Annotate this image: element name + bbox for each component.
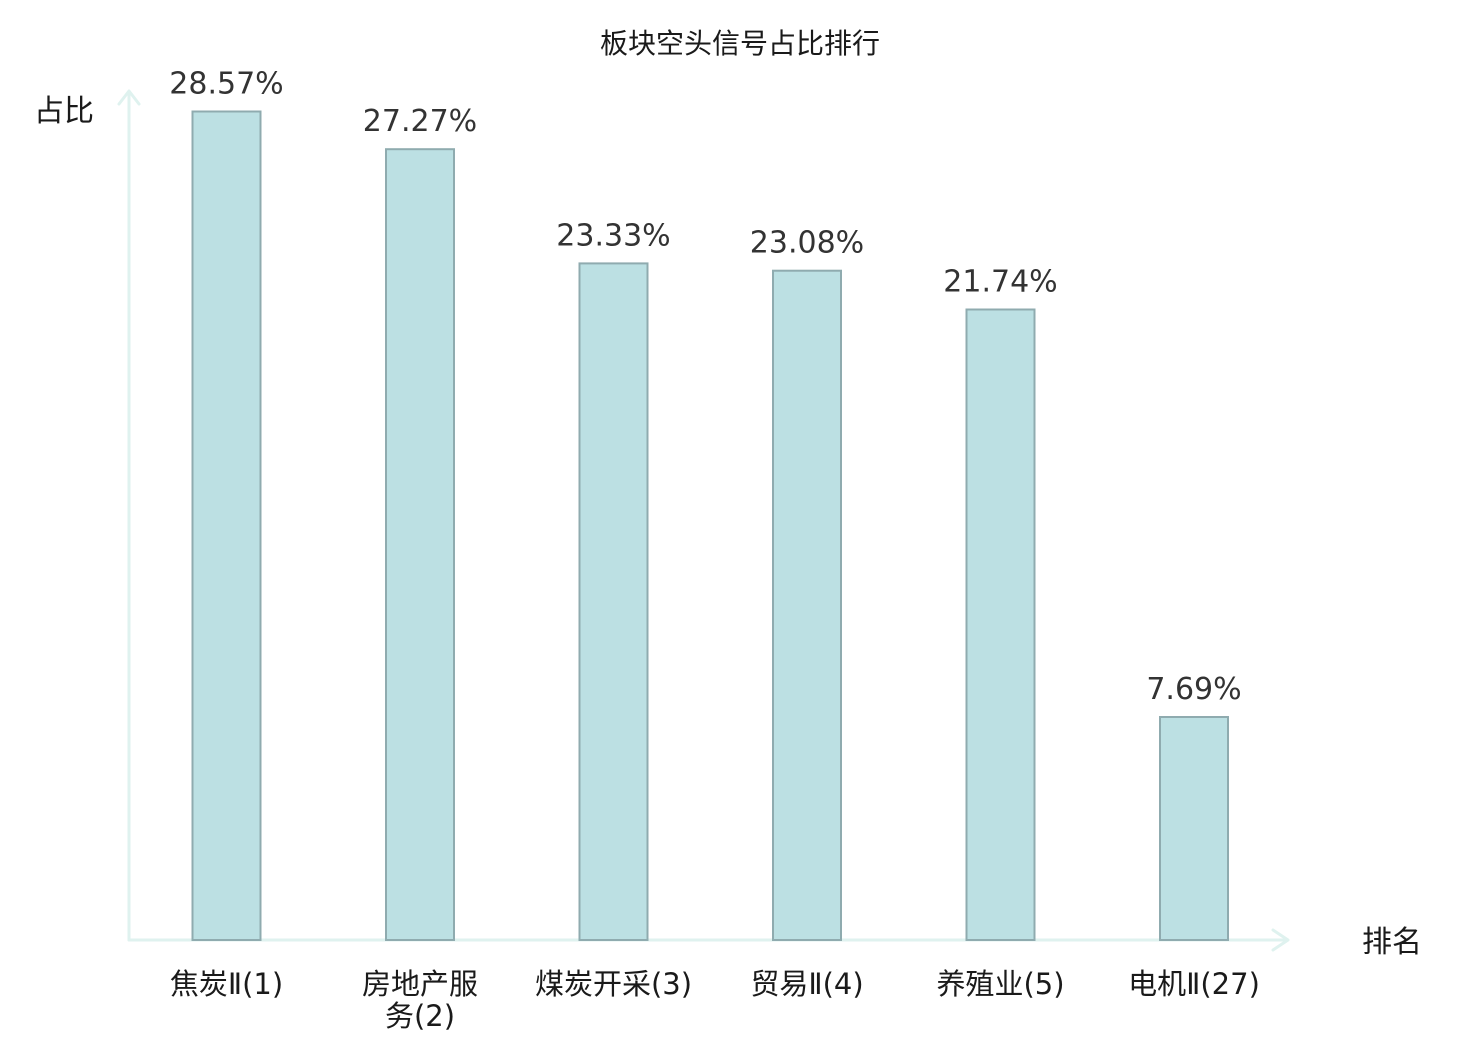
bar-value-label: 7.69%	[1146, 672, 1241, 707]
bar-value-label: 23.08%	[750, 226, 864, 261]
x-axis-label: 排名	[1362, 925, 1422, 960]
y-axis	[117, 89, 141, 942]
bar-series	[191, 110, 1229, 941]
x-tick-label-line: 房地产服	[362, 967, 478, 1001]
bar-value-label: 27.27%	[363, 104, 477, 139]
bar	[578, 262, 649, 941]
y-axis-label: 占比	[34, 94, 94, 129]
bar-value-label: 23.33%	[556, 218, 670, 253]
bar	[191, 110, 262, 941]
x-tick-label: 焦炭Ⅱ(1)	[170, 967, 283, 1001]
x-tick-label-line: 贸易Ⅱ(4)	[750, 967, 863, 1001]
x-tick-label: 房地产服务(2)	[362, 967, 478, 1033]
x-tick-labels: 焦炭Ⅱ(1) 房地产服务(2) 煤炭开采(3) 贸易Ⅱ(4) 养殖业(5) 电机Ⅱ(27)	[170, 967, 1260, 1033]
bar	[965, 308, 1036, 941]
bar	[1159, 716, 1229, 941]
y-axis-arrow	[117, 89, 141, 106]
x-tick-label-line: 务(2)	[385, 999, 455, 1033]
x-tick-label-line: 焦炭Ⅱ(1)	[170, 967, 283, 1001]
bar	[385, 148, 455, 941]
chart-title: 板块空头信号占比排行	[600, 27, 880, 60]
x-tick-label: 养殖业(5)	[936, 967, 1064, 1001]
x-tick-label: 煤炭开采(3)	[535, 967, 692, 1001]
x-tick-label: 贸易Ⅱ(4)	[750, 967, 863, 1001]
bar-value-label: 28.57%	[169, 67, 283, 102]
value-labels: 28.57% 27.27% 23.33% 23.08% 21.74% 7.69%	[169, 67, 1241, 708]
bar-value-label: 21.74%	[943, 265, 1057, 300]
x-tick-label: 电机Ⅱ(27)	[1128, 967, 1260, 1001]
x-tick-label-line: 电机Ⅱ(27)	[1128, 967, 1260, 1001]
bar	[772, 269, 842, 941]
x-axis	[127, 928, 1290, 952]
x-tick-label-line: 养殖业(5)	[936, 967, 1064, 1001]
x-axis-arrow	[1271, 928, 1290, 952]
x-tick-label-line: 煤炭开采(3)	[535, 967, 692, 1001]
